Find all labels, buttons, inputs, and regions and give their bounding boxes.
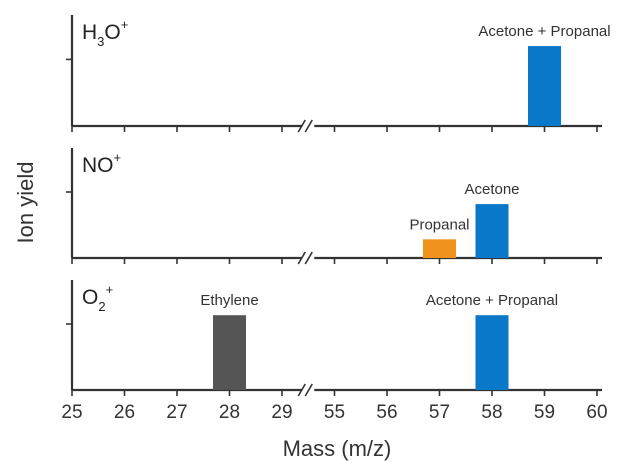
bar-label: Propanal	[409, 216, 469, 233]
reagent-ion-label: H3O+	[82, 17, 128, 49]
bar	[423, 239, 456, 258]
x-tick-label: 27	[166, 402, 187, 423]
bar	[475, 315, 509, 390]
x-tick-label: 28	[219, 402, 240, 423]
axis-break-mark	[297, 383, 306, 397]
x-tick-label: 58	[481, 402, 502, 423]
y-axis-title: Ion yield	[13, 162, 38, 244]
x-tick-label: 26	[114, 402, 135, 423]
bar-label: Acetone + Propanal	[426, 292, 558, 309]
x-tick-label: 60	[586, 402, 607, 423]
axis-break-mark	[304, 383, 313, 397]
reagent-ion-label: NO+	[82, 150, 121, 177]
bar	[528, 46, 561, 126]
bar	[475, 204, 509, 258]
axis-break-mark	[297, 119, 306, 133]
x-tick-label: 25	[61, 402, 82, 423]
bar-label: Acetone	[464, 181, 519, 198]
axis-break-mark	[304, 119, 313, 133]
bar	[213, 315, 246, 390]
axis-break-mark	[304, 251, 313, 265]
x-tick-label: 56	[376, 402, 397, 423]
bar-label: Acetone + Propanal	[478, 23, 610, 40]
x-tick-label: 57	[429, 402, 450, 423]
x-tick-label: 29	[271, 402, 292, 423]
axis-break-mark	[297, 251, 306, 265]
reagent-ion-label: O2+	[82, 282, 113, 314]
bar-label: Ethylene	[200, 292, 258, 309]
x-tick-label: 59	[534, 402, 555, 423]
x-tick-label: 55	[324, 402, 345, 423]
x-axis-title: Mass (m/z)	[283, 436, 392, 461]
